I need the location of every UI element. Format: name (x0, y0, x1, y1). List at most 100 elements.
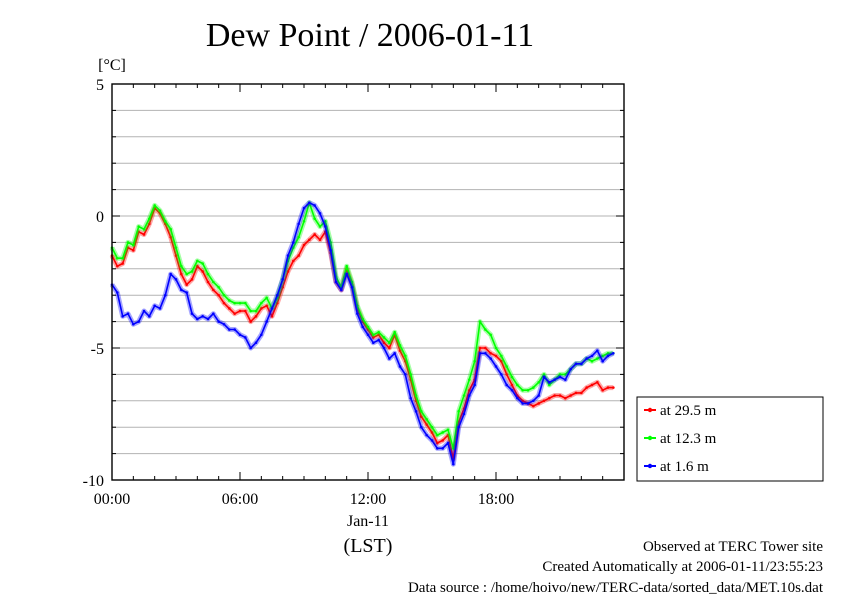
series-point (398, 349, 402, 352)
series-point (356, 312, 359, 315)
series-point (281, 285, 284, 289)
series-point (436, 433, 439, 437)
x-tick-label: 18:00 (478, 491, 514, 508)
series-point (596, 381, 599, 384)
series-point (142, 227, 146, 231)
series-point (404, 354, 407, 358)
series-point (441, 447, 444, 450)
series-point (217, 293, 220, 297)
series-point (393, 351, 396, 355)
series-point (366, 325, 370, 329)
series-point (238, 333, 242, 337)
series-point (228, 328, 231, 331)
series-point (281, 278, 284, 281)
x-tick-labels: 00:00 06:00 12:00 18:00 (94, 491, 514, 508)
series-point (473, 359, 476, 363)
series-point (532, 404, 535, 408)
series-point (142, 233, 146, 236)
series-point (420, 415, 423, 418)
series-point (233, 312, 236, 315)
series-point (190, 312, 194, 315)
series-point (324, 225, 327, 228)
series-point (334, 280, 338, 284)
series-point (249, 346, 252, 350)
series-point (340, 288, 343, 292)
series-point (313, 217, 316, 220)
series-point (158, 307, 162, 310)
legend-marker (647, 435, 653, 441)
series-point (441, 431, 444, 434)
series-point (553, 394, 556, 397)
series-point (526, 402, 530, 405)
series-point (500, 354, 503, 358)
series-point (542, 399, 546, 403)
legend-label: at 1.6 m (660, 459, 709, 475)
x-axis-label: (LST) (344, 535, 393, 557)
series-point (484, 328, 487, 331)
series-point (116, 264, 119, 268)
series-point (569, 394, 572, 397)
date-label: Jan-11 (347, 513, 389, 530)
series-point (222, 301, 226, 305)
series-point (489, 333, 492, 337)
series-point (521, 399, 524, 403)
x-tick-label: 12:00 (350, 491, 386, 508)
series-point (516, 396, 519, 400)
series-point (174, 278, 178, 281)
series-point (430, 431, 434, 434)
series-point (478, 320, 482, 323)
series-point (270, 307, 274, 310)
series-point (116, 291, 119, 294)
series-point (601, 359, 604, 363)
series-point (596, 349, 599, 352)
series-point (132, 243, 135, 247)
series-point (345, 264, 348, 268)
series-point (276, 301, 279, 305)
series-point (606, 354, 610, 358)
series-point (148, 315, 151, 318)
series-point (457, 425, 460, 429)
series-point (430, 439, 434, 442)
series-point (478, 351, 482, 355)
series-point (254, 315, 258, 318)
series-point (265, 320, 268, 323)
series-point (238, 301, 242, 305)
series-point (500, 373, 503, 376)
series-point (164, 219, 167, 223)
series-point (180, 272, 183, 276)
series-point (238, 309, 242, 313)
series-point (169, 272, 172, 276)
series-point (329, 249, 332, 252)
series-point (265, 296, 268, 300)
axis-ticks (111, 83, 625, 481)
legend-marker (647, 463, 653, 469)
series-point (612, 386, 615, 389)
series-point (313, 204, 316, 207)
series-point (201, 270, 204, 273)
chart-title: Dew Point / 2006-01-11 (206, 17, 534, 54)
series-point (548, 396, 551, 400)
series-point (462, 412, 466, 416)
series-point (350, 285, 354, 289)
horizontal-gridlines (112, 109, 624, 455)
series-point (414, 399, 418, 403)
series-point (569, 367, 572, 371)
series-point (297, 222, 300, 226)
series-point (601, 388, 604, 392)
series-point (361, 325, 364, 329)
series-point (505, 365, 508, 368)
series-point (548, 381, 551, 384)
series-point (420, 410, 423, 413)
series-point (228, 307, 231, 310)
series-point (446, 428, 450, 432)
series-point (372, 341, 375, 345)
series-point (537, 394, 540, 397)
series-point (585, 386, 588, 389)
series-point (590, 359, 594, 363)
series-point (126, 246, 130, 249)
series-point (521, 402, 524, 405)
series-point (153, 204, 156, 207)
series-point (206, 317, 210, 321)
series-point (414, 394, 418, 397)
